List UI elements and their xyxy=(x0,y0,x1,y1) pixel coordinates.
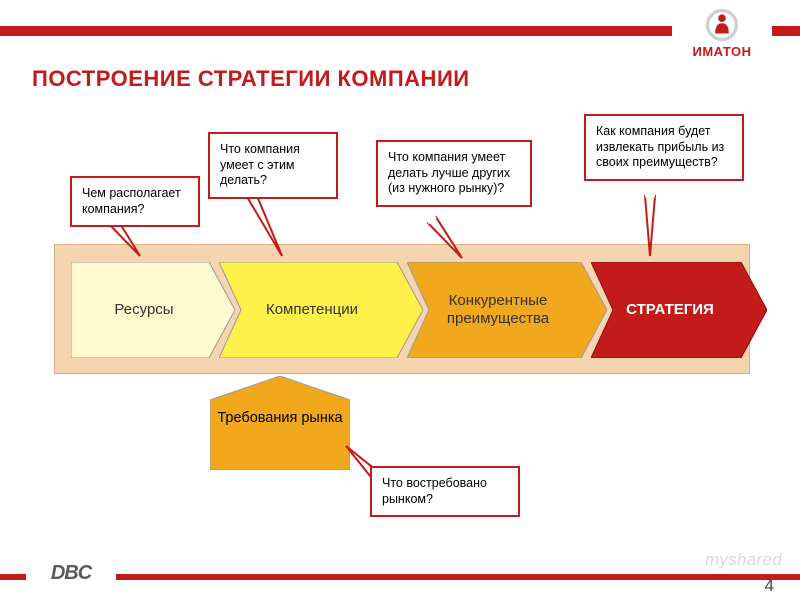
process-band: РесурсыКомпетенцииКонкурентные преимущес… xyxy=(54,244,750,374)
callout-4: Что востребовано рынком? xyxy=(370,466,520,517)
footer-bar xyxy=(0,574,800,580)
process-arrow-label-0: Ресурсы xyxy=(81,262,207,358)
process-arrow-2: Конкурентные преимущества xyxy=(407,262,607,358)
process-arrow-label-3: СТРАТЕГИЯ xyxy=(601,262,739,358)
process-arrow-1: Компетенции xyxy=(219,262,423,358)
callout-3: Как компания будет извлекать прибыль из … xyxy=(584,114,744,181)
watermark: myshared xyxy=(705,550,782,570)
callout-1: Что компания умеет с этим делать? xyxy=(208,132,338,199)
page-number: 4 xyxy=(765,576,774,596)
requirements-pentagon: Требования рынка xyxy=(210,376,350,470)
callout-0: Чем располагает компания? xyxy=(70,176,200,227)
process-arrow-label-1: Компетенции xyxy=(229,262,395,358)
process-arrow-3: СТРАТЕГИЯ xyxy=(591,262,767,358)
process-arrow-label-2: Конкурентные преимущества xyxy=(417,262,579,358)
brand-logo: ИМАТОН xyxy=(672,6,772,66)
brand-logo-icon xyxy=(705,8,739,42)
pentagon-label: Требования рынка xyxy=(210,410,350,427)
footer-logo-text: DBC xyxy=(51,562,91,585)
page-title: ПОСТРОЕНИЕ СТРАТЕГИИ КОМПАНИИ xyxy=(32,66,470,92)
footer-logo: DBC xyxy=(26,554,116,592)
brand-logo-text: ИМАТОН xyxy=(672,44,772,59)
process-arrow-0: Ресурсы xyxy=(71,262,235,358)
callout-2: Что компания умеет делать лучше других (… xyxy=(376,140,532,207)
